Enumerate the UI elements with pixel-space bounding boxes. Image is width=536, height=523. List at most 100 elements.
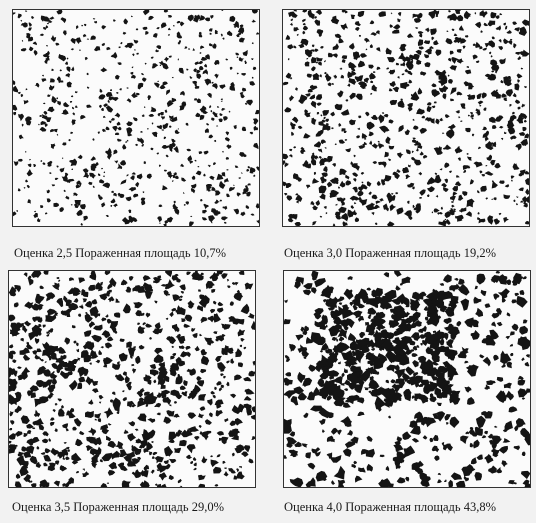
corrosion-spot [227, 285, 231, 289]
corrosion-spot [88, 321, 96, 328]
corrosion-spot [180, 351, 189, 358]
corrosion-spot [195, 112, 201, 118]
corrosion-spot [338, 335, 345, 342]
corrosion-spot [49, 16, 55, 20]
corrosion-spot [86, 104, 92, 108]
corrosion-spot [439, 337, 445, 346]
corrosion-spot [370, 318, 376, 323]
corrosion-spot [315, 61, 319, 64]
corrosion-spot [451, 328, 460, 335]
corrosion-spot [198, 151, 203, 155]
corrosion-spot [503, 216, 509, 223]
corrosion-spot [148, 451, 153, 456]
corrosion-spot [287, 217, 294, 223]
corrosion-spot [157, 275, 162, 279]
corrosion-spot [377, 140, 380, 143]
corrosion-spot [102, 115, 106, 118]
corrosion-spot [156, 412, 161, 416]
corrosion-spot [419, 334, 426, 339]
corrosion-spot [283, 160, 286, 165]
corrosion-spot [128, 187, 137, 192]
corrosion-spot [332, 223, 336, 226]
corrosion-spot [456, 49, 463, 53]
corrosion-spot [477, 190, 480, 194]
corrosion-spot [445, 307, 452, 314]
corrosion-spot [340, 212, 348, 222]
corrosion-spot [113, 19, 116, 22]
corrosion-spot [525, 354, 530, 358]
corrosion-spot [306, 184, 311, 189]
corrosion-spot [50, 34, 57, 42]
corrosion-spot [241, 126, 247, 132]
corrosion-spot [192, 332, 198, 338]
corrosion-spot [424, 383, 435, 392]
corrosion-spot [78, 277, 86, 284]
corrosion-spot [344, 379, 351, 386]
corrosion-spot [167, 15, 173, 18]
corrosion-spot [142, 191, 145, 194]
corrosion-spot [396, 168, 401, 173]
corrosion-spot [393, 330, 400, 336]
corrosion-spot [445, 144, 452, 150]
corrosion-spot [515, 51, 520, 55]
corrosion-spot [67, 449, 71, 453]
corrosion-spot [113, 312, 121, 318]
corrosion-spot [517, 56, 521, 60]
corrosion-spot [62, 456, 66, 461]
corrosion-spot [432, 89, 441, 98]
corrosion-spot [407, 106, 413, 112]
corrosion-spot [320, 139, 326, 145]
corrosion-spot [190, 461, 194, 465]
corrosion-spot [101, 426, 110, 435]
corrosion-spot [247, 165, 251, 169]
corrosion-spot [316, 29, 324, 37]
corrosion-spot [211, 208, 217, 214]
corrosion-spot [196, 376, 202, 381]
corrosion-spot [491, 312, 500, 319]
corrosion-spot [491, 180, 498, 189]
corrosion-spot [310, 153, 316, 161]
corrosion-spot [333, 323, 342, 331]
corrosion-spot [325, 284, 333, 294]
corrosion-spot [412, 13, 419, 19]
corrosion-spot [444, 294, 449, 299]
corrosion-spot [241, 451, 249, 458]
corrosion-spot [216, 173, 224, 180]
corrosion-spot [484, 303, 491, 308]
corrosion-spot [472, 54, 478, 60]
corrosion-spot [397, 313, 403, 318]
corrosion-spot [82, 298, 87, 303]
corrosion-spot [109, 277, 117, 287]
corrosion-spot [111, 190, 114, 194]
corrosion-spot [83, 172, 89, 179]
corrosion-spot [236, 444, 245, 453]
corrosion-spot [442, 132, 445, 135]
corrosion-spot [314, 19, 321, 26]
corrosion-spot [315, 470, 328, 482]
corrosion-spot [171, 97, 177, 103]
corrosion-spot [46, 333, 50, 337]
corrosion-spot [65, 428, 69, 432]
corrosion-spot [337, 186, 341, 189]
corrosion-spot [29, 455, 38, 465]
corrosion-spot [246, 168, 250, 172]
corrosion-spot [186, 68, 189, 71]
corrosion-spot [108, 120, 112, 124]
corrosion-spot [21, 459, 29, 468]
corrosion-spot [156, 392, 162, 398]
corrosion-spot [203, 58, 208, 61]
corrosion-spot [438, 219, 447, 226]
corrosion-spot [467, 114, 471, 117]
corrosion-spot [130, 175, 135, 181]
corrosion-spot [222, 205, 228, 210]
corrosion-spot [313, 155, 319, 160]
corrosion-spot [43, 102, 46, 105]
corrosion-spot [91, 462, 98, 469]
corrosion-spot [490, 55, 493, 58]
corrosion-spot [31, 483, 37, 487]
corrosion-spot [163, 416, 172, 424]
corrosion-spot [252, 118, 259, 125]
corrosion-spot [167, 33, 170, 36]
corrosion-spot [171, 180, 174, 182]
corrosion-spot [521, 303, 525, 307]
